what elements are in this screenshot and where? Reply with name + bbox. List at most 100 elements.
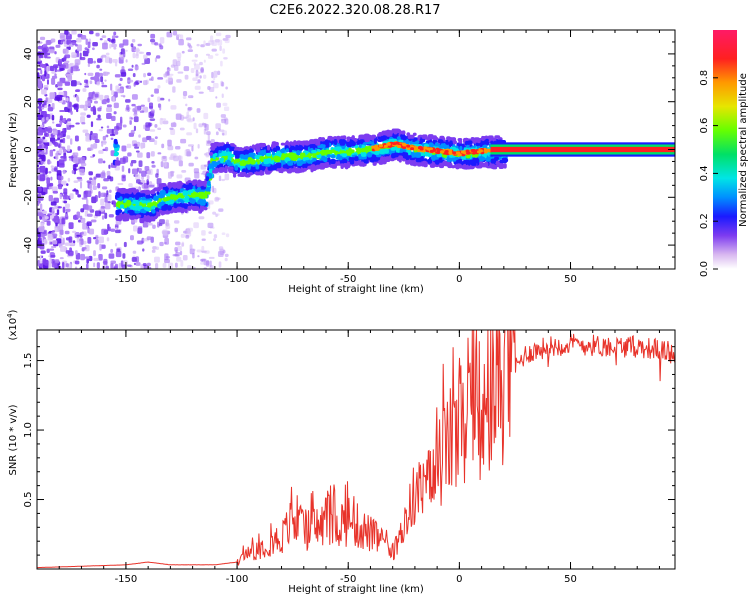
noise-cell xyxy=(65,73,71,77)
noise-cell xyxy=(127,68,134,71)
noise-cell xyxy=(79,104,85,109)
noise-cell xyxy=(62,137,66,144)
noise-cell xyxy=(110,137,114,140)
noise-cell xyxy=(185,148,190,152)
ridge-cell xyxy=(255,164,260,170)
ridge-cell xyxy=(485,138,489,143)
ridge-cell xyxy=(285,157,291,163)
ridge-cell xyxy=(216,142,223,147)
spectrogram-y-label: Frequency (Hz) xyxy=(8,112,19,188)
noise-cell xyxy=(103,71,109,76)
noise-cell xyxy=(57,87,63,91)
noise-cell xyxy=(111,115,116,121)
ridge-cell xyxy=(470,160,477,166)
ridge-cell xyxy=(380,156,385,161)
ridge-cell xyxy=(120,188,126,193)
noise-cell xyxy=(104,79,107,82)
noise-cell xyxy=(89,133,92,141)
noise-cell xyxy=(185,235,190,239)
ridge-cell xyxy=(158,184,162,188)
noise-cell xyxy=(159,117,163,125)
noise-cell xyxy=(49,248,55,251)
noise-cell xyxy=(138,160,143,167)
noise-cell xyxy=(101,35,107,38)
noise-cell xyxy=(215,53,219,56)
noise-cell xyxy=(70,80,77,87)
noise-cell xyxy=(113,200,116,208)
ridge-cell xyxy=(249,148,253,152)
noise-cell xyxy=(217,39,223,46)
noise-cell xyxy=(196,43,200,47)
noise-cell xyxy=(187,106,193,111)
ridge-cell xyxy=(446,161,451,167)
noise-cell xyxy=(212,238,217,242)
noise-cell xyxy=(152,224,156,229)
noise-cell xyxy=(98,150,104,154)
ridge-cell xyxy=(255,146,261,153)
ridge-cell xyxy=(499,159,505,164)
noise-cell xyxy=(110,260,116,264)
noise-cell xyxy=(38,152,45,155)
noise-cell xyxy=(86,114,91,118)
ridge-cell xyxy=(115,191,120,196)
noise-cell xyxy=(79,57,86,61)
ridge-cell xyxy=(312,157,317,162)
ridge-cell xyxy=(409,134,415,139)
colorbar-tick-label: 0.0 xyxy=(699,261,710,277)
noise-cell xyxy=(47,233,53,241)
noise-cell xyxy=(110,262,114,269)
noise-cell xyxy=(115,229,121,234)
noise-cell xyxy=(99,243,102,251)
noise-cell xyxy=(139,110,145,113)
noise-cell xyxy=(109,43,112,49)
noise-cell xyxy=(205,154,210,158)
ridge-cell xyxy=(388,130,393,135)
ridge-cell xyxy=(402,135,407,141)
noise-cell xyxy=(186,132,193,136)
ridge-cell xyxy=(315,164,321,170)
noise-cell xyxy=(98,129,103,132)
noise-cell xyxy=(64,30,69,35)
noise-cell xyxy=(154,88,159,94)
colorbar-ticks: 0.0 0.2 0.4 0.6 0.8 xyxy=(699,70,718,277)
noise-cell xyxy=(86,213,93,217)
noise-cell xyxy=(193,168,199,174)
noise-cell xyxy=(173,155,179,162)
noise-cell xyxy=(62,169,66,175)
ridge-cell xyxy=(476,145,481,149)
noise-cell xyxy=(84,72,87,76)
noise-cell xyxy=(52,190,58,194)
noise-cell xyxy=(173,220,180,224)
noise-cell xyxy=(115,250,122,258)
noise-cell xyxy=(69,62,74,66)
noise-cell xyxy=(65,208,71,212)
ridge-cell xyxy=(327,137,331,141)
noise-cell xyxy=(117,182,124,185)
noise-cell xyxy=(157,127,162,131)
noise-cell xyxy=(195,128,199,134)
noise-cell xyxy=(48,194,53,202)
ridge-cell xyxy=(116,201,121,207)
noise-cell xyxy=(72,41,76,46)
ridge-peak-cell xyxy=(410,147,415,151)
ridge-cell xyxy=(394,152,399,158)
ridge-cell xyxy=(248,152,254,159)
ridge-cell xyxy=(503,163,507,169)
noise-cell xyxy=(108,189,112,193)
ridge-cell xyxy=(167,196,174,201)
noise-cell xyxy=(37,72,40,79)
noise-cell xyxy=(108,164,111,169)
noise-cell xyxy=(41,117,45,123)
noise-cell xyxy=(195,69,199,77)
noise-cell xyxy=(149,105,154,110)
noise-cell xyxy=(51,186,58,192)
noise-cell xyxy=(38,158,42,162)
noise-cell xyxy=(63,188,68,195)
ridge-cell xyxy=(335,146,342,150)
snr-y-scale-close: ) xyxy=(8,309,19,313)
ridge-cell xyxy=(134,205,139,211)
ridge-cell xyxy=(396,136,401,140)
noise-cell xyxy=(37,164,40,168)
noise-cell xyxy=(160,161,164,168)
noise-cell xyxy=(150,39,156,43)
